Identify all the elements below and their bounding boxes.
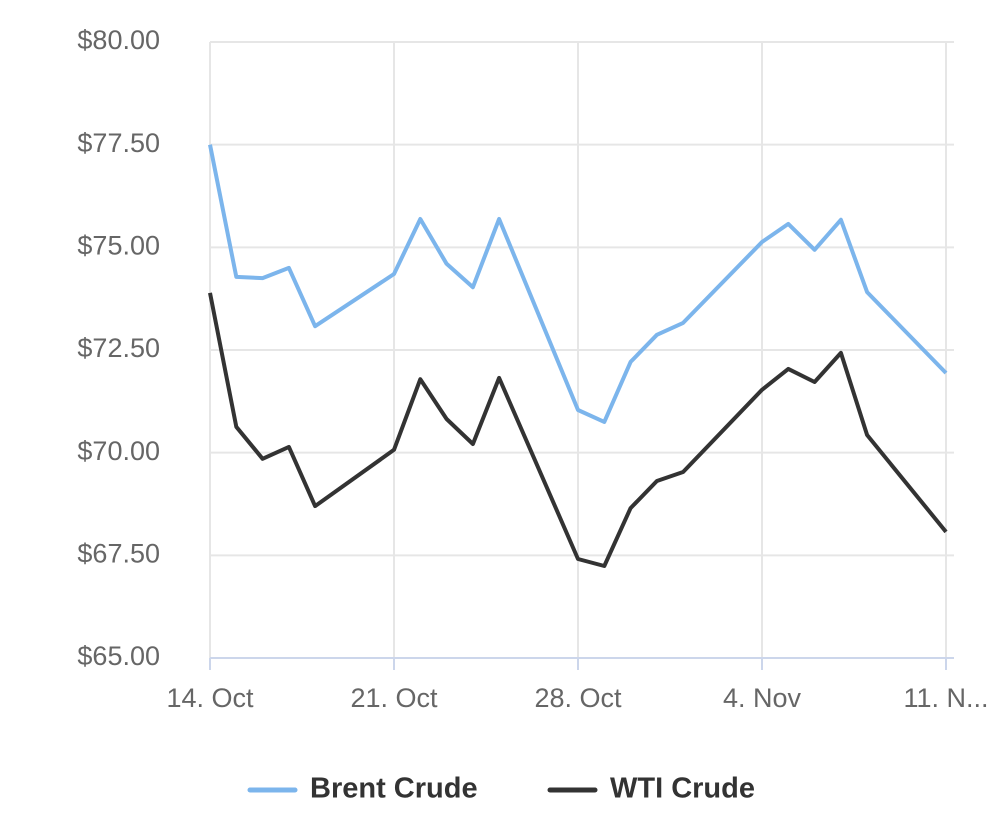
series-line	[208, 292, 948, 568]
x-tick-label: 11. N...	[903, 683, 988, 713]
y-tick-label: $80.00	[77, 25, 160, 55]
x-tick-label: 14. Oct	[166, 683, 254, 713]
legend-label: WTI Crude	[610, 773, 755, 805]
series-line	[208, 144, 948, 424]
y-tick-label: $77.50	[77, 128, 160, 158]
x-tick-label: 4. Nov	[723, 683, 802, 713]
x-tick-label: 28. Oct	[534, 683, 622, 713]
y-tick-label: $65.00	[77, 641, 160, 671]
y-tick-label: $67.50	[77, 538, 160, 568]
legend-label: Brent Crude	[310, 773, 478, 805]
y-tick-label: $70.00	[77, 436, 160, 466]
x-tick-label: 21. Oct	[350, 683, 438, 713]
y-tick-label: $75.00	[77, 230, 160, 260]
y-tick-label: $72.50	[77, 333, 160, 363]
